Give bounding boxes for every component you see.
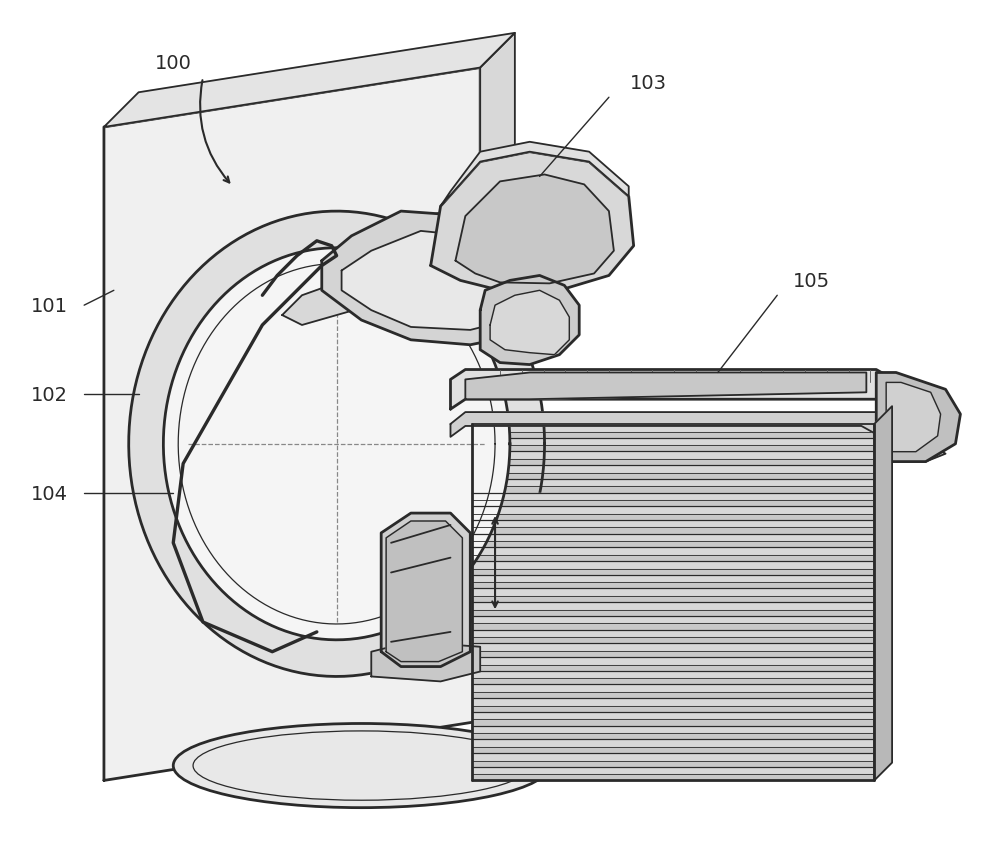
Polygon shape xyxy=(472,767,874,774)
Polygon shape xyxy=(472,671,874,679)
Polygon shape xyxy=(472,493,874,500)
Polygon shape xyxy=(104,68,480,781)
Polygon shape xyxy=(480,34,515,721)
Text: 101: 101 xyxy=(31,296,68,316)
Text: 105: 105 xyxy=(793,272,830,290)
Polygon shape xyxy=(472,726,874,733)
Polygon shape xyxy=(163,248,510,640)
Polygon shape xyxy=(472,487,874,493)
Polygon shape xyxy=(472,698,874,706)
Polygon shape xyxy=(472,739,874,747)
Polygon shape xyxy=(441,143,629,207)
Polygon shape xyxy=(472,651,874,657)
Polygon shape xyxy=(465,373,866,400)
Polygon shape xyxy=(886,383,941,452)
Polygon shape xyxy=(455,176,614,284)
Polygon shape xyxy=(472,665,874,671)
Polygon shape xyxy=(472,521,874,528)
Ellipse shape xyxy=(173,723,550,808)
Polygon shape xyxy=(472,561,874,569)
Polygon shape xyxy=(472,637,874,644)
Polygon shape xyxy=(322,212,550,345)
Polygon shape xyxy=(472,630,874,637)
Polygon shape xyxy=(472,747,874,753)
Text: 103: 103 xyxy=(630,73,667,93)
Polygon shape xyxy=(472,610,874,616)
Polygon shape xyxy=(450,370,946,440)
Polygon shape xyxy=(472,569,874,575)
Polygon shape xyxy=(472,438,874,446)
Polygon shape xyxy=(472,452,874,459)
Polygon shape xyxy=(472,644,874,651)
Polygon shape xyxy=(472,459,874,466)
Text: 106: 106 xyxy=(515,549,552,567)
Polygon shape xyxy=(874,407,892,781)
Polygon shape xyxy=(472,473,874,479)
Polygon shape xyxy=(371,642,480,682)
Polygon shape xyxy=(472,774,874,781)
Polygon shape xyxy=(472,534,874,542)
Text: 104: 104 xyxy=(31,484,68,503)
Polygon shape xyxy=(472,466,874,473)
Polygon shape xyxy=(472,425,874,432)
Polygon shape xyxy=(472,500,874,506)
Polygon shape xyxy=(472,432,874,438)
Polygon shape xyxy=(472,582,874,589)
Polygon shape xyxy=(490,291,569,355)
Polygon shape xyxy=(480,276,579,365)
Polygon shape xyxy=(472,597,874,603)
Polygon shape xyxy=(472,575,874,582)
Polygon shape xyxy=(472,479,874,487)
Polygon shape xyxy=(381,513,470,667)
Polygon shape xyxy=(472,514,874,521)
Polygon shape xyxy=(450,413,946,462)
Polygon shape xyxy=(472,589,874,597)
Polygon shape xyxy=(472,760,874,767)
Polygon shape xyxy=(472,706,874,712)
Polygon shape xyxy=(472,603,874,610)
Polygon shape xyxy=(129,212,545,677)
Polygon shape xyxy=(386,522,462,662)
Polygon shape xyxy=(472,692,874,698)
Polygon shape xyxy=(472,720,874,726)
Polygon shape xyxy=(876,373,960,462)
Polygon shape xyxy=(472,753,874,760)
Polygon shape xyxy=(472,712,874,720)
Polygon shape xyxy=(282,271,431,326)
Polygon shape xyxy=(472,548,874,555)
Polygon shape xyxy=(472,506,874,514)
Polygon shape xyxy=(472,657,874,665)
Polygon shape xyxy=(282,197,520,622)
Polygon shape xyxy=(472,733,874,739)
Polygon shape xyxy=(472,542,874,548)
Polygon shape xyxy=(472,528,874,534)
Polygon shape xyxy=(472,679,874,684)
Polygon shape xyxy=(472,684,874,692)
Polygon shape xyxy=(472,446,874,452)
Text: 102: 102 xyxy=(31,386,68,404)
Polygon shape xyxy=(472,555,874,561)
Polygon shape xyxy=(431,153,634,291)
Polygon shape xyxy=(472,616,874,624)
Text: 100: 100 xyxy=(155,54,192,73)
Polygon shape xyxy=(342,231,530,331)
Polygon shape xyxy=(104,34,515,127)
Polygon shape xyxy=(472,624,874,630)
